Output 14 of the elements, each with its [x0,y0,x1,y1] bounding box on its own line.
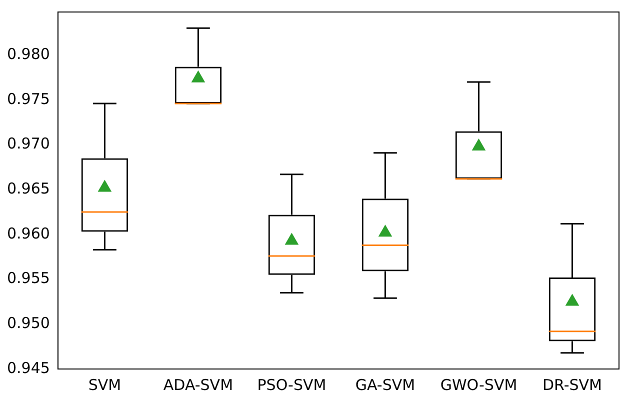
y-tick-label: 0.970 [6,134,50,153]
y-tick-label: 0.945 [6,358,50,377]
x-tick-label: PSO-SVM [257,376,326,394]
y-tick-label: 0.975 [6,90,50,108]
y-tick-label: 0.965 [6,179,50,198]
x-tick-label: GWO-SVM [440,376,518,394]
y-tick-label: 0.955 [6,269,50,288]
x-tick-label: ADA-SVM [163,376,234,394]
y-tick-label: 0.950 [6,314,50,332]
x-tick-label: SVM [88,376,122,394]
y-tick-label: 0.980 [6,44,50,63]
x-tick-label: GA-SVM [355,376,416,394]
y-tick-label: 0.960 [6,224,50,242]
x-tick-label: DR-SVM [542,376,602,394]
